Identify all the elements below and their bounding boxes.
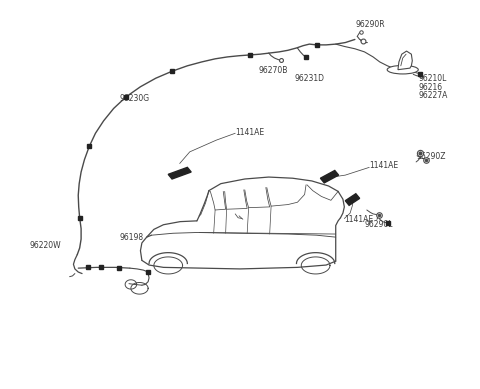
Text: 96198: 96198 [120, 233, 144, 242]
Text: 96220W: 96220W [29, 241, 61, 250]
Text: 96227A: 96227A [418, 91, 447, 100]
Polygon shape [168, 167, 191, 179]
Text: 96290Z: 96290Z [416, 152, 445, 161]
Text: 96231D: 96231D [295, 74, 324, 83]
Polygon shape [398, 51, 412, 70]
Ellipse shape [387, 65, 418, 74]
Polygon shape [345, 194, 360, 205]
Text: 1141AE: 1141AE [369, 161, 398, 170]
Text: 96230G: 96230G [120, 94, 149, 103]
Text: 96216: 96216 [418, 83, 442, 92]
Text: 96290L: 96290L [364, 220, 393, 229]
Polygon shape [321, 170, 338, 183]
Text: 1141AE: 1141AE [344, 215, 373, 224]
Text: 1141AE: 1141AE [235, 128, 264, 137]
Text: 96290R: 96290R [356, 20, 385, 29]
Text: 96270B: 96270B [258, 66, 288, 75]
Text: 96210L: 96210L [418, 74, 446, 83]
